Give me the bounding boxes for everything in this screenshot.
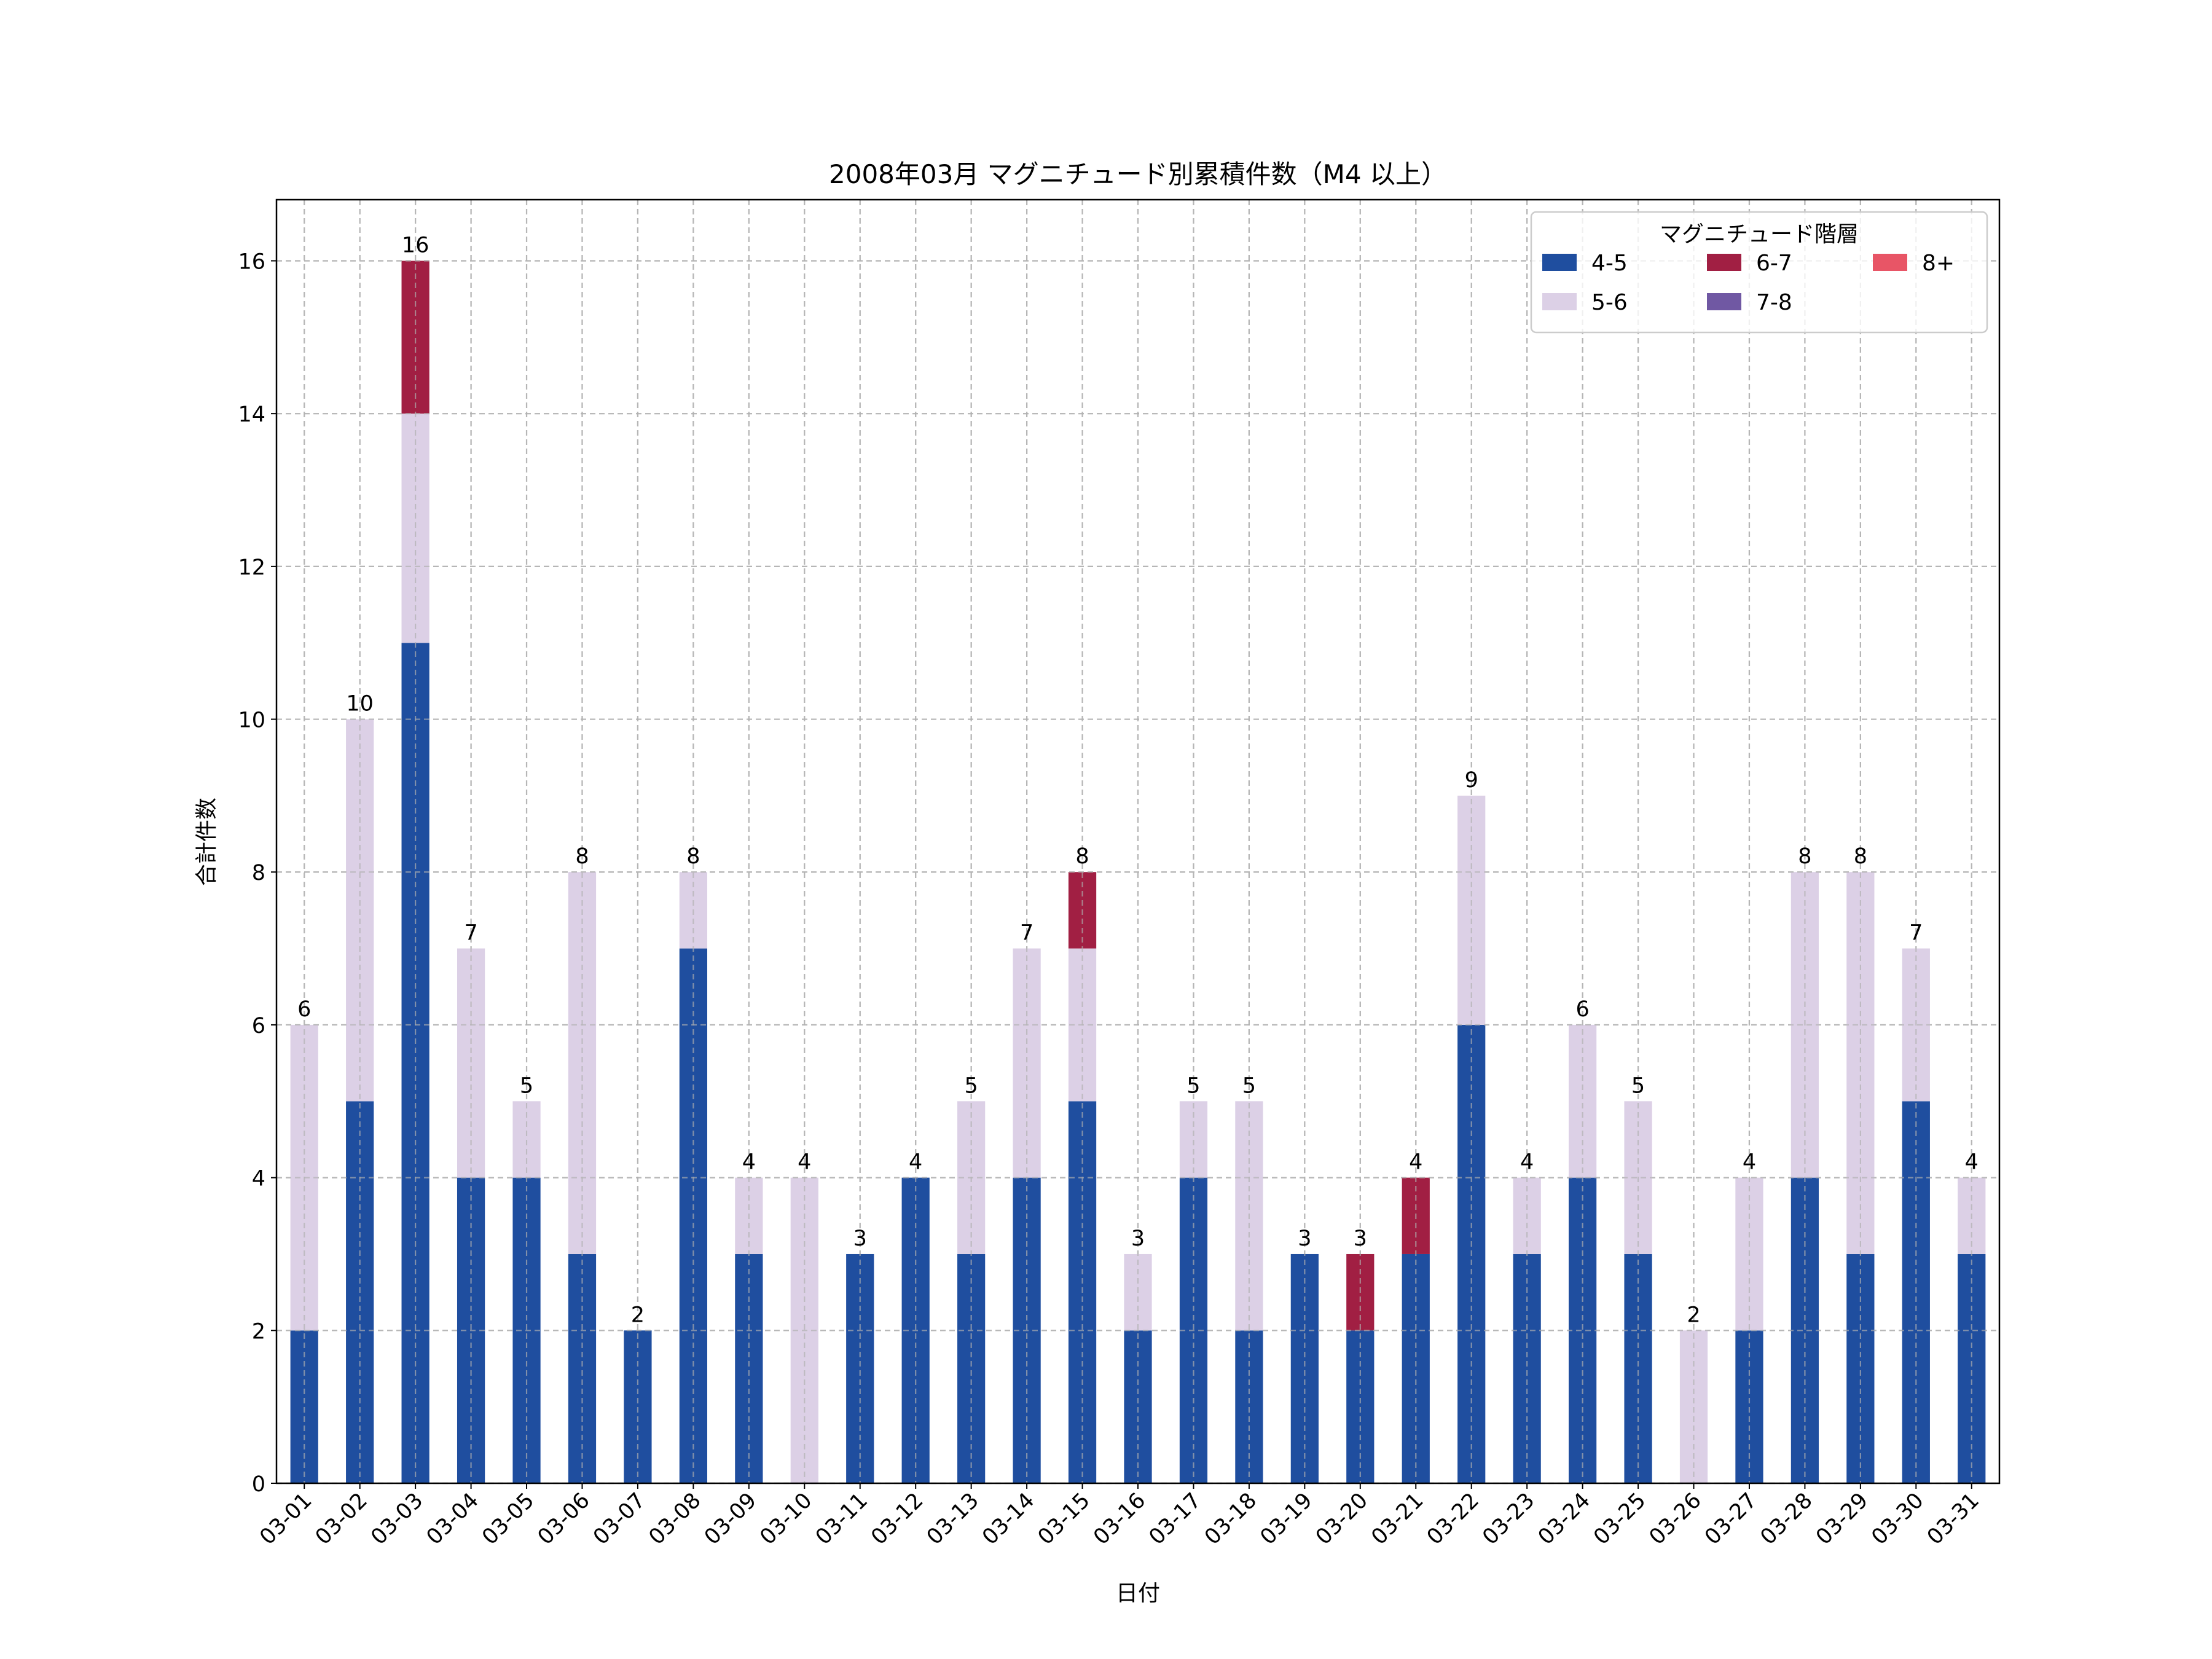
x-tick-label: 03-09: [700, 1488, 761, 1550]
total-label: 9: [1465, 768, 1478, 793]
x-tick-label: 03-04: [422, 1488, 484, 1550]
total-label: 4: [798, 1150, 811, 1175]
legend: マグニチュード階層 4-5 5-6 6-7 7-8 8+: [1530, 211, 1988, 334]
x-tick-label: 03-06: [533, 1488, 595, 1550]
total-label: 5: [1631, 1073, 1645, 1098]
total-label: 6: [297, 997, 311, 1022]
total-label: 4: [742, 1150, 756, 1175]
x-tick-label: 03-21: [1367, 1488, 1428, 1550]
y-tick-label: 10: [238, 708, 265, 733]
y-tick-label: 12: [238, 555, 265, 580]
y-tick-label: 4: [252, 1167, 265, 1191]
total-label: 7: [1909, 921, 1923, 946]
x-tick-label: 03-03: [366, 1488, 428, 1550]
legend-label: 8+: [1922, 251, 1955, 276]
x-tick-label: 03-10: [755, 1488, 817, 1550]
grid-overlay: [276, 200, 1999, 1484]
total-label: 5: [1242, 1073, 1256, 1098]
x-axis-ticks: 03-0103-0203-0303-0403-0503-0603-0703-08…: [255, 1483, 1984, 1550]
legend-label: 4-5: [1591, 251, 1628, 276]
x-tick-label: 03-13: [922, 1488, 984, 1550]
legend-swatch-6-7: [1707, 254, 1741, 271]
x-tick-label: 03-05: [477, 1488, 539, 1550]
bar-segment-4-5: [1569, 1177, 1597, 1483]
total-label: 4: [909, 1150, 922, 1175]
x-tick-label: 03-25: [1589, 1488, 1650, 1550]
x-tick-label: 03-07: [589, 1488, 650, 1550]
y-tick-label: 0: [252, 1472, 265, 1497]
legend-label: 5-6: [1591, 290, 1628, 315]
total-label: 8: [1075, 844, 1089, 869]
x-tick-label: 03-23: [1478, 1488, 1539, 1550]
x-axis-label: 日付: [1116, 1581, 1160, 1606]
x-tick-label: 03-11: [811, 1488, 873, 1550]
y-tick-label: 2: [252, 1319, 265, 1344]
x-tick-label: 03-30: [1867, 1488, 1928, 1550]
y-tick-label: 14: [238, 402, 265, 427]
y-tick-label: 8: [252, 861, 265, 885]
x-tick-label: 03-14: [978, 1488, 1039, 1550]
total-label: 2: [1687, 1303, 1700, 1327]
total-label: 5: [1186, 1073, 1200, 1098]
total-label: 2: [631, 1303, 645, 1327]
legend-label: 6-7: [1756, 251, 1792, 276]
x-tick-label: 03-22: [1422, 1488, 1484, 1550]
total-label: 10: [346, 692, 374, 716]
x-tick-label: 03-26: [1645, 1488, 1706, 1550]
total-label: 5: [965, 1073, 978, 1098]
x-tick-label: 03-18: [1200, 1488, 1261, 1550]
total-label: 3: [1354, 1226, 1367, 1251]
y-axis-ticks: 0 2 4 6 8 10 12 14 16: [238, 249, 276, 1497]
total-label: 8: [1798, 844, 1811, 869]
x-tick-label: 03-19: [1256, 1488, 1317, 1550]
legend-swatch-7-8: [1707, 293, 1741, 310]
total-label: 7: [464, 921, 477, 946]
x-tick-label: 03-01: [255, 1488, 316, 1550]
x-tick-label: 03-02: [311, 1488, 372, 1550]
legend-swatch-5-6: [1542, 293, 1577, 310]
bar-segment-4-5: [1790, 1177, 1819, 1483]
x-tick-label: 03-16: [1089, 1488, 1150, 1550]
total-label: 7: [1020, 921, 1033, 946]
total-label: 3: [1298, 1226, 1311, 1251]
y-tick-label: 16: [238, 249, 265, 274]
total-label: 3: [853, 1226, 867, 1251]
total-label: 4: [1965, 1150, 1979, 1175]
chart-title: 2008年03月 マグニチュード別累積件数（M4 以上）: [829, 159, 1447, 189]
total-label: 3: [1131, 1226, 1145, 1251]
total-label: 5: [520, 1073, 533, 1098]
x-tick-label: 03-24: [1534, 1488, 1595, 1550]
total-label: 8: [1854, 844, 1867, 869]
total-label: 8: [686, 844, 700, 869]
x-tick-label: 03-08: [645, 1488, 706, 1550]
x-tick-label: 03-29: [1811, 1488, 1873, 1550]
total-label: 16: [402, 233, 429, 257]
x-tick-label: 03-31: [1923, 1488, 1984, 1550]
legend-swatch-8+: [1873, 254, 1907, 271]
y-axis-label: 合計件数: [194, 798, 219, 886]
x-tick-label: 03-28: [1756, 1488, 1818, 1550]
total-label: 4: [1743, 1150, 1756, 1175]
y-tick-label: 6: [252, 1014, 265, 1038]
total-label: 4: [1520, 1150, 1534, 1175]
x-tick-label: 03-20: [1311, 1488, 1373, 1550]
total-label: 6: [1575, 997, 1589, 1022]
total-labels: 6 10 16 7 5 8 2 8 4 4 3 4 5 7 8 3 5 5 3 3 4 9 4 6 5 2 4 8 8 7 4: [297, 233, 1979, 1327]
x-tick-label: 03-17: [1145, 1488, 1206, 1550]
x-tick-label: 03-12: [866, 1488, 928, 1550]
legend-box: [1530, 211, 1988, 334]
legend-swatch-4-5: [1542, 254, 1577, 271]
x-tick-label: 03-15: [1033, 1488, 1095, 1550]
total-label: 8: [575, 844, 589, 869]
legend-title: マグニチュード階層: [1660, 222, 1859, 247]
legend-label: 7-8: [1756, 290, 1792, 315]
total-label: 4: [1409, 1150, 1422, 1175]
x-tick-label: 03-27: [1700, 1488, 1762, 1550]
